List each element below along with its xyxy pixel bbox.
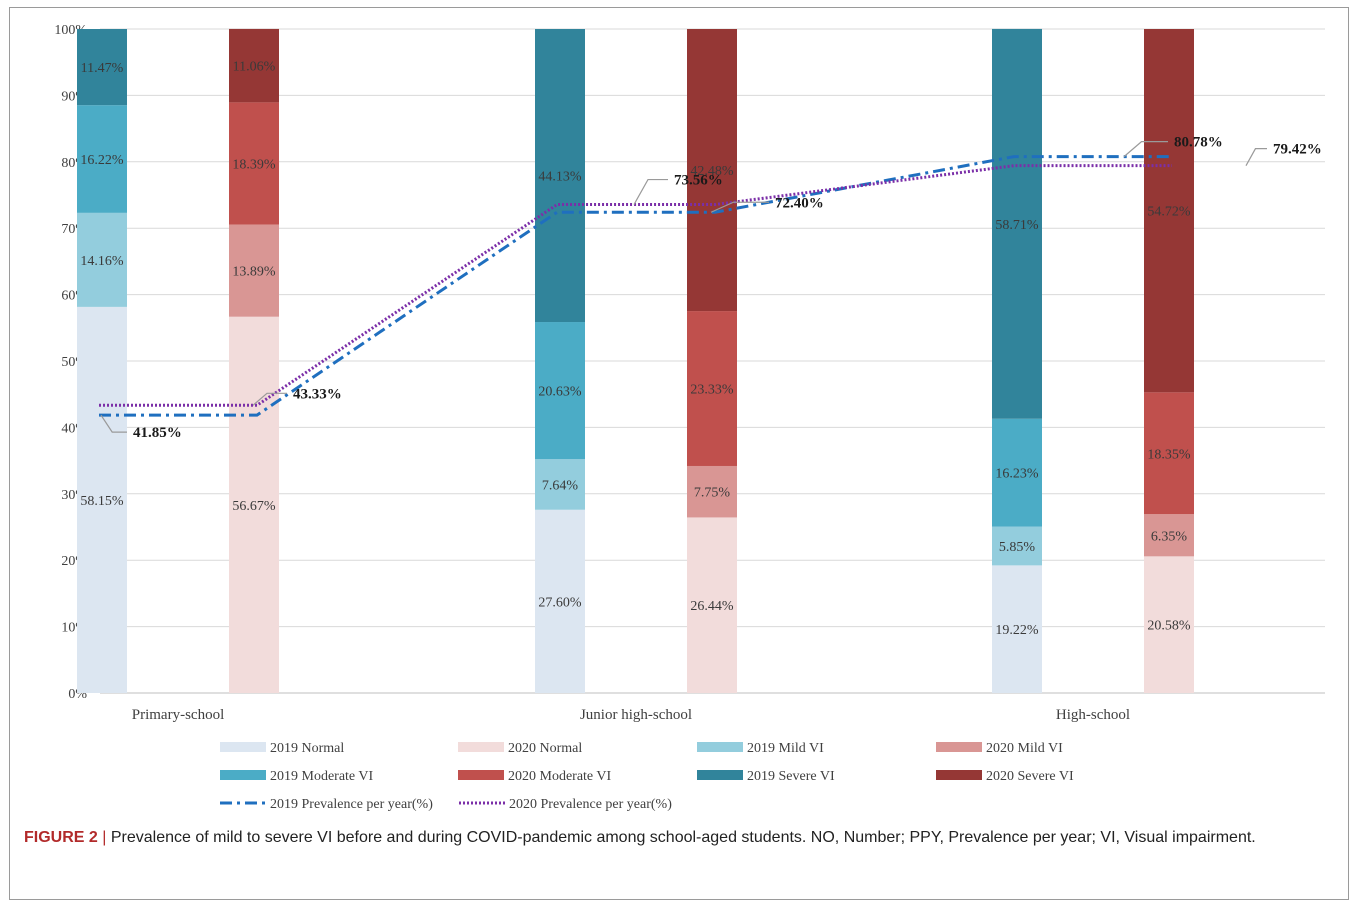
bar-segment-2019-normal-primary-school bbox=[77, 306, 127, 693]
bar-segment-2019-moderate-vi-high-school bbox=[992, 418, 1042, 527]
x-category-label: Junior high-school bbox=[580, 707, 692, 723]
bar-segment-2020-severe-vi-primary-school bbox=[229, 28, 279, 103]
segment-label-2020-normal-high-school: 20.58% bbox=[1147, 619, 1191, 634]
callout-leader bbox=[633, 178, 668, 205]
bars bbox=[77, 28, 1194, 693]
callout-leader bbox=[1245, 148, 1267, 166]
legend-label-2020-moderate-vi: 2020 Moderate VI bbox=[508, 769, 611, 784]
bar-segment-2020-moderate-vi-primary-school bbox=[229, 102, 279, 225]
legend-label-2019-normal: 2019 Normal bbox=[270, 741, 344, 756]
segment-label-2020-normal-primary-school: 56.67% bbox=[232, 499, 276, 514]
callout-leader bbox=[710, 201, 769, 213]
bar-segment-2019-moderate-vi-junior-high-school bbox=[535, 322, 585, 460]
bar-segment-2019-mild-vi-junior-high-school bbox=[535, 459, 585, 510]
bar-segment-2019-mild-vi-primary-school bbox=[77, 212, 127, 307]
legend-label-2020-severe-vi: 2020 Severe VI bbox=[986, 769, 1074, 784]
legend-label-2020-mild-vi: 2020 Mild VI bbox=[986, 741, 1063, 756]
bar-segment-2019-severe-vi-primary-school bbox=[77, 29, 127, 106]
segment-label-2019-severe-vi-junior-high-school: 44.13% bbox=[538, 170, 582, 185]
prevalence-value-label: 41.85% bbox=[133, 425, 182, 441]
prevalence-lines: 41.85% 72.40% 80.78% 43.33% 73.56% 79.42% bbox=[99, 135, 1322, 441]
stacked-bar-chart: 0%10%20%30%40%50%60%70%80%90%100% 58.15%… bbox=[54, 23, 1325, 812]
prevalence-value-label: 43.33% bbox=[293, 386, 342, 402]
legend-label-2020-normal: 2020 Normal bbox=[508, 741, 582, 756]
bar-segment-2020-mild-vi-high-school bbox=[1144, 514, 1194, 557]
callout-leader bbox=[252, 392, 287, 406]
legend-swatch bbox=[936, 742, 982, 752]
legend-label-2019-moderate-vi: 2019 Moderate VI bbox=[270, 769, 373, 784]
legend: 2019 Normal 2020 Normal 2019 Mild VI 2020 M… bbox=[220, 741, 1074, 812]
segment-label-2019-moderate-vi-high-school: 16.23% bbox=[995, 467, 1039, 482]
bar-segment-2019-normal-high-school bbox=[992, 565, 1042, 693]
segment-label-2019-normal-primary-school: 58.15% bbox=[80, 494, 124, 509]
segment-label-2019-mild-vi-high-school: 5.85% bbox=[999, 540, 1036, 555]
segment-label-2019-mild-vi-primary-school: 14.16% bbox=[80, 254, 124, 269]
prevalence-line-2019-prevalence-per-year bbox=[99, 155, 1172, 417]
legend-swatch bbox=[458, 742, 504, 752]
segment-label-2020-mild-vi-high-school: 6.35% bbox=[1151, 529, 1188, 544]
caption-label: FIGURE 2 bbox=[24, 829, 98, 846]
segment-label-2020-moderate-vi-high-school: 18.35% bbox=[1147, 447, 1191, 462]
segment-label-2019-normal-junior-high-school: 27.60% bbox=[538, 595, 582, 610]
legend-swatch bbox=[936, 770, 982, 780]
x-axis-categories: Primary-school Junior high-school High-sch… bbox=[132, 707, 1130, 723]
bar-segment-2020-moderate-vi-high-school bbox=[1144, 392, 1194, 515]
segment-label-2020-severe-vi-high-school: 54.72% bbox=[1147, 205, 1191, 220]
bar-segment-2020-normal-junior-high-school bbox=[687, 517, 737, 693]
segment-label-2019-mild-vi-junior-high-school: 7.64% bbox=[542, 478, 579, 493]
legend-label-2019-mild-vi: 2019 Mild VI bbox=[747, 741, 824, 756]
segment-label-2020-severe-vi-primary-school: 11.06% bbox=[233, 60, 276, 75]
bar-segment-2020-severe-vi-high-school bbox=[1144, 29, 1194, 393]
legend-swatch bbox=[220, 742, 266, 752]
bar-segment-2019-severe-vi-junior-high-school bbox=[535, 29, 585, 323]
segment-label-2019-moderate-vi-junior-high-school: 20.63% bbox=[538, 385, 582, 400]
segment-label-2019-severe-vi-high-school: 58.71% bbox=[995, 218, 1039, 233]
bar-segment-2020-severe-vi-junior-high-school bbox=[687, 29, 737, 312]
caption-text: Prevalence of mild to severe VI before a… bbox=[110, 829, 1256, 846]
bar-segment-2019-moderate-vi-primary-school bbox=[77, 105, 127, 213]
legend-label-2019-severe-vi: 2019 Severe VI bbox=[747, 769, 835, 784]
segment-label-2019-moderate-vi-primary-school: 16.22% bbox=[80, 153, 124, 168]
legend-swatch bbox=[697, 770, 743, 780]
prevalence-value-label: 79.42% bbox=[1273, 142, 1322, 158]
segment-label-2020-mild-vi-junior-high-school: 7.75% bbox=[694, 486, 731, 501]
segment-label-2019-normal-high-school: 19.22% bbox=[995, 623, 1039, 638]
prevalence-value-label: 80.78% bbox=[1174, 135, 1223, 151]
figure-caption: FIGURE 2 | Prevalence of mild to severe … bbox=[24, 826, 1324, 849]
bar-segment-2019-normal-junior-high-school bbox=[535, 509, 585, 693]
bar-segment-2019-severe-vi-high-school bbox=[992, 28, 1042, 419]
bar-segment-2020-normal-high-school bbox=[1144, 556, 1194, 693]
segment-label-2019-severe-vi-primary-school: 11.47% bbox=[81, 61, 124, 76]
prevalence-line-2020-prevalence-per-year bbox=[99, 164, 1172, 407]
segment-labels: 58.15% 14.16% 16.22% 11.47% 27.60% 7.64% 20.63… bbox=[80, 60, 1191, 639]
segment-label-2020-severe-vi-junior-high-school: 42.48% bbox=[690, 164, 734, 179]
bar-segment-2019-mild-vi-high-school bbox=[992, 526, 1042, 566]
bar-segment-2020-moderate-vi-junior-high-school bbox=[687, 311, 737, 466]
bar-segment-2020-normal-primary-school bbox=[229, 316, 279, 693]
segment-label-2020-moderate-vi-primary-school: 18.39% bbox=[232, 157, 276, 172]
x-category-label: High-school bbox=[1056, 707, 1130, 723]
legend-swatch bbox=[697, 742, 743, 752]
legend-swatch bbox=[220, 770, 266, 780]
segment-label-2020-mild-vi-primary-school: 13.89% bbox=[232, 265, 276, 280]
callout-leader bbox=[100, 414, 127, 433]
prevalence-value-label: 72.40% bbox=[775, 195, 824, 211]
legend-label-2020-prevalence-per-year: 2020 Prevalence per year(%) bbox=[509, 797, 672, 812]
callout-leader bbox=[1123, 141, 1168, 158]
x-category-label: Primary-school bbox=[132, 707, 224, 723]
segment-label-2020-moderate-vi-junior-high-school: 23.33% bbox=[690, 383, 734, 398]
segment-label-2020-normal-junior-high-school: 26.44% bbox=[690, 599, 734, 614]
bar-segment-2020-mild-vi-primary-school bbox=[229, 224, 279, 317]
bar-segment-2020-mild-vi-junior-high-school bbox=[687, 465, 737, 518]
caption-separator: | bbox=[102, 829, 107, 846]
prevalence-value-label: 73.56% bbox=[674, 173, 723, 189]
legend-swatch bbox=[458, 770, 504, 780]
legend-label-2019-prevalence-per-year: 2019 Prevalence per year(%) bbox=[270, 797, 433, 812]
